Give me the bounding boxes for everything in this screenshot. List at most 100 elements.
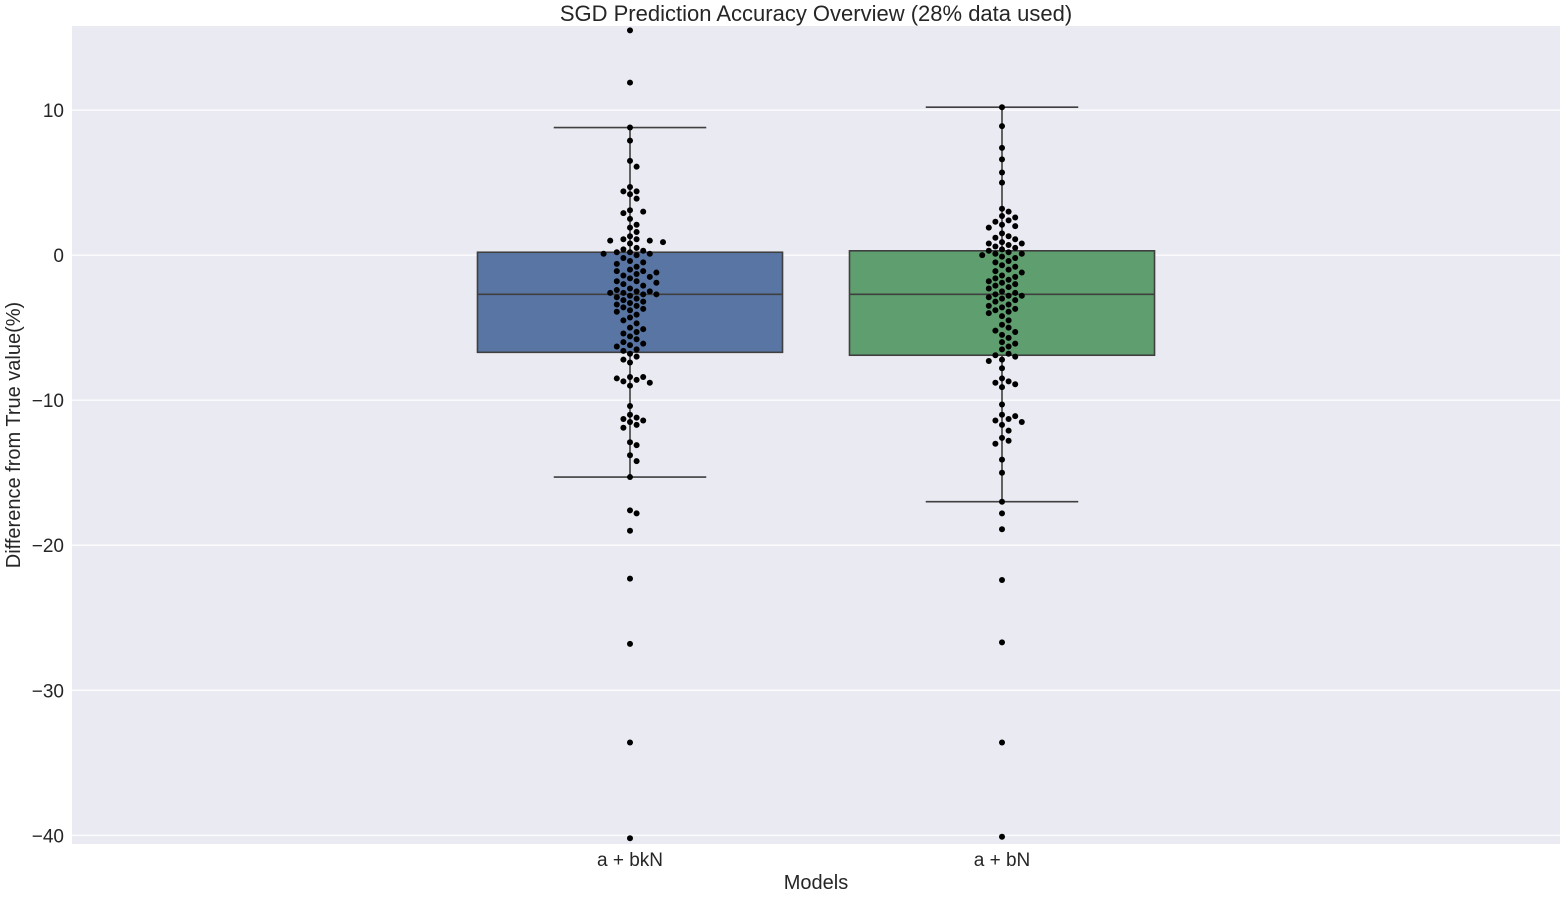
swarm-point xyxy=(999,321,1005,328)
swarm-point xyxy=(999,365,1005,372)
swarm-point xyxy=(613,343,620,350)
swarm-point xyxy=(985,294,992,301)
x-tick-label: a + bkN xyxy=(597,850,663,871)
swarm-point xyxy=(992,282,999,289)
swarm-point xyxy=(620,188,627,195)
swarm-point xyxy=(613,375,620,382)
x-tick-label: a + bN xyxy=(974,850,1031,871)
swarm-point xyxy=(607,289,614,296)
swarm-point xyxy=(999,434,1005,441)
swarm-point xyxy=(1005,324,1012,331)
y-tick-label: −30 xyxy=(32,681,64,702)
swarm-point xyxy=(627,342,633,349)
swarm-point xyxy=(992,234,999,241)
swarm-point xyxy=(633,320,640,327)
swarm-point xyxy=(1012,223,1019,230)
swarm-point xyxy=(999,221,1005,228)
swarm-point xyxy=(640,259,647,266)
swarm-point xyxy=(1005,249,1012,256)
swarm-point xyxy=(1012,214,1019,221)
swarm-point xyxy=(999,144,1005,151)
plot-area xyxy=(72,26,1560,844)
swarm-point xyxy=(999,123,1005,130)
swarm-point xyxy=(999,401,1005,408)
swarm-point xyxy=(640,291,647,298)
swarm-point xyxy=(1005,257,1012,264)
swarm-point xyxy=(620,378,627,385)
swarm-point xyxy=(992,268,999,275)
swarm-point xyxy=(999,246,1005,253)
swarm-point xyxy=(627,324,633,331)
swarm-point xyxy=(999,156,1005,163)
swarm-point xyxy=(1012,305,1019,312)
swarm-point xyxy=(1005,233,1012,240)
swarm-point xyxy=(992,307,999,314)
swarm-point xyxy=(633,329,640,336)
swarm-point xyxy=(627,300,633,307)
swarm-point xyxy=(1005,266,1012,273)
swarm-point xyxy=(1012,281,1019,288)
swarm-point xyxy=(633,221,640,228)
swarm-point xyxy=(1012,263,1019,270)
swarm-point xyxy=(613,294,620,301)
swarm-point xyxy=(633,163,640,170)
swarm-point xyxy=(999,421,1005,428)
swarm-point xyxy=(633,263,640,270)
y-axis-title: Difference from True value(%) xyxy=(3,302,25,568)
swarm-point xyxy=(640,247,647,254)
swarm-point xyxy=(985,278,992,285)
swarm-point xyxy=(1012,236,1019,243)
swarm-point xyxy=(633,458,640,465)
swarm-point xyxy=(646,237,653,244)
swarm-point xyxy=(1005,416,1012,423)
y-tick-label: −10 xyxy=(32,391,64,412)
swarm-point xyxy=(627,452,633,459)
swarm-point xyxy=(1018,292,1025,299)
swarm-point xyxy=(627,137,633,144)
swarm-point xyxy=(627,373,633,380)
swarm-point xyxy=(627,224,633,231)
swarm-point xyxy=(633,376,640,383)
swarm-point xyxy=(627,527,633,534)
swarm-point xyxy=(992,291,999,298)
swarm-point xyxy=(985,310,992,317)
swarm-point xyxy=(1005,276,1012,283)
swarm-point xyxy=(620,236,627,243)
swarm-point xyxy=(633,311,640,318)
swarm-point xyxy=(640,340,647,347)
swarm-point xyxy=(646,273,653,280)
swarm-point xyxy=(646,379,653,386)
swarm-point xyxy=(992,440,999,447)
y-tick-label: 0 xyxy=(53,246,64,267)
swarm-point xyxy=(999,411,1005,418)
swarm-point xyxy=(627,27,633,34)
swarm-point xyxy=(613,249,620,256)
swarm-point xyxy=(999,262,1005,269)
swarm-point xyxy=(1012,255,1019,262)
swarm-point xyxy=(985,358,992,365)
swarm-point xyxy=(992,243,999,250)
swarm-point xyxy=(992,275,999,282)
swarm-point xyxy=(640,298,647,305)
swarm-point xyxy=(660,239,666,246)
swarm-point xyxy=(627,307,633,314)
swarm-point xyxy=(1012,340,1019,347)
swarm-point xyxy=(640,282,647,289)
swarm-point xyxy=(620,416,627,423)
swarm-point xyxy=(633,188,640,195)
swarm-point xyxy=(627,292,633,299)
swarm-point xyxy=(999,469,1005,476)
swarm-point xyxy=(1005,292,1012,299)
swarm-point xyxy=(1012,273,1019,280)
swarm-point xyxy=(985,302,992,309)
swarm-point xyxy=(627,575,633,582)
swarm-point xyxy=(1005,350,1012,357)
swarm-point xyxy=(613,268,620,275)
swarm-point xyxy=(627,382,633,389)
swarm-point xyxy=(999,510,1005,517)
swarm-point xyxy=(992,417,999,424)
swarm-point xyxy=(627,257,633,264)
swarm-point xyxy=(627,350,633,357)
swarm-point xyxy=(627,835,633,842)
